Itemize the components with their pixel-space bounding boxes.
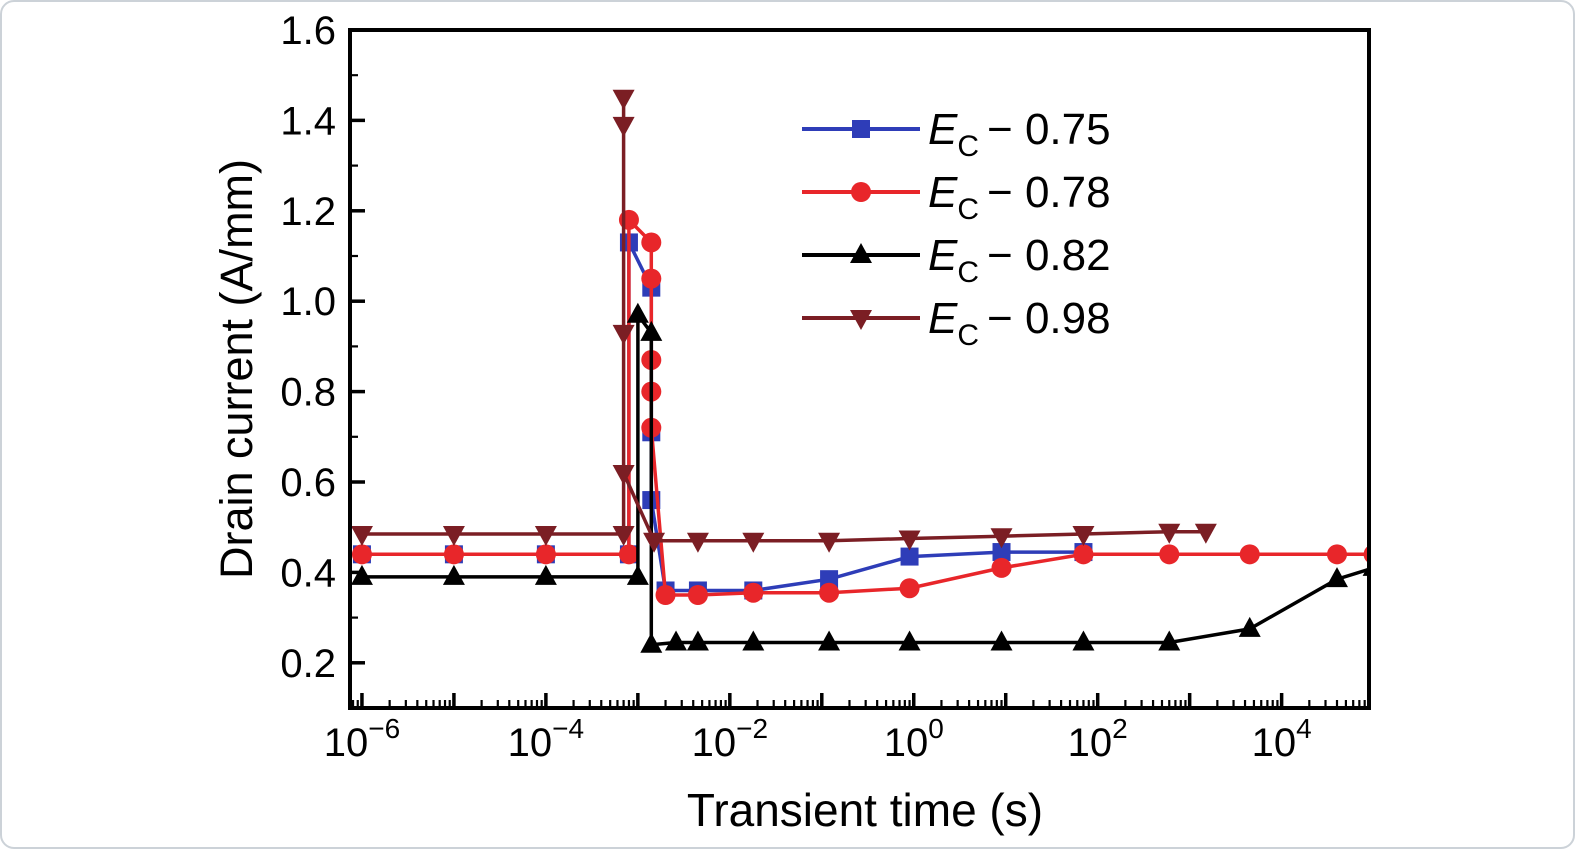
triangle-down-marker (643, 532, 666, 553)
series-Ec-0.98 (350, 89, 1217, 553)
circle-marker (655, 585, 676, 605)
x-tick-label: 10−6 (324, 713, 400, 765)
triangle-up-marker (850, 243, 872, 263)
triangle-down-marker (1158, 523, 1181, 544)
y-axis-label: Drain current (A/mm) (211, 158, 262, 580)
triangle-up-marker (742, 630, 765, 651)
triangle-down-marker (612, 324, 635, 345)
triangle-down-marker (990, 528, 1013, 549)
y-tick-label: 1.4 (280, 99, 336, 143)
triangle-up-marker (665, 630, 688, 651)
legend-entry-Ec-0.75: EC − 0.75 (802, 105, 1111, 163)
triangle-down-marker (898, 530, 921, 551)
x-tick-label: 10−2 (692, 713, 768, 765)
triangle-up-marker (534, 564, 557, 585)
legend-entry-Ec-0.78: EC − 0.78 (802, 168, 1111, 226)
x-tick-label: 102 (1068, 713, 1128, 765)
triangle-up-marker (1326, 567, 1349, 588)
triangle-up-marker (350, 564, 373, 585)
circle-marker (851, 182, 871, 202)
square-marker (852, 120, 870, 138)
triangle-down-marker (612, 116, 635, 137)
y-tick-label: 1.6 (280, 9, 336, 53)
triangle-down-marker (612, 525, 635, 546)
y-tick-label: 0.4 (280, 551, 336, 595)
triangle-down-marker (742, 532, 765, 553)
square-marker (900, 547, 919, 566)
circle-marker (443, 544, 464, 565)
legend-label: EC − 0.82 (928, 231, 1111, 289)
triangle-up-marker (990, 630, 1013, 651)
circle-marker (687, 585, 708, 605)
series-Ec-0.82 (350, 302, 1369, 653)
y-tick-label: 0.8 (280, 371, 336, 415)
circle-marker (1239, 544, 1260, 565)
circle-marker (743, 582, 764, 603)
triangle-down-marker (686, 532, 709, 553)
triangle-up-marker (898, 630, 921, 651)
circle-marker (899, 578, 920, 599)
triangle-up-marker (442, 564, 465, 585)
x-tick-labels: 10−6 10−4 10−2 100 102 104 (324, 713, 1312, 765)
y-tick-label: 0.6 (280, 461, 336, 505)
y-tick-label: 1.2 (280, 190, 336, 234)
triangle-down-marker (818, 532, 841, 553)
circle-marker (1073, 544, 1094, 565)
x-tick-label: 10−4 (508, 713, 584, 765)
circle-marker (819, 582, 840, 603)
y-tick-labels: 0.2 0.4 0.6 0.8 1.0 1.2 1.4 1.6 (280, 9, 336, 686)
y-tick-label: 0.2 (280, 642, 336, 686)
series-Ec-0.78 (351, 209, 1369, 605)
x-tick-label: 104 (1252, 713, 1312, 765)
triangle-down-marker (534, 525, 557, 546)
circle-marker (1159, 544, 1180, 565)
triangle-down-marker (350, 525, 373, 546)
circle-marker (641, 232, 662, 253)
triangle-up-marker (640, 632, 663, 653)
triangle-down-marker (612, 89, 635, 110)
circle-marker (351, 544, 372, 565)
legend-entry-Ec-0.82: EC − 0.82 (802, 231, 1111, 289)
triangle-up-marker (626, 564, 649, 585)
triangle-down-marker (1072, 525, 1095, 546)
triangle-down-marker (1194, 523, 1217, 544)
legend-label: EC − 0.78 (928, 168, 1111, 226)
circle-marker (535, 544, 556, 565)
triangle-up-marker (1238, 616, 1261, 637)
circle-marker (641, 268, 662, 289)
x-axis-label: Transient time (s) (686, 784, 1044, 836)
triangle-up-marker (640, 320, 663, 341)
circle-marker (618, 544, 639, 565)
x-tick-label: 100 (884, 713, 944, 765)
circle-marker (1363, 545, 1369, 564)
triangle-up-marker (1072, 630, 1095, 651)
y-tick-label: 1.0 (280, 280, 336, 324)
legend-label: EC − 0.98 (928, 294, 1111, 352)
series-Ec-0.75 (352, 233, 1093, 600)
triangle-down-marker (850, 310, 872, 330)
legend-label: EC − 0.75 (928, 105, 1111, 163)
triangle-up-marker (686, 630, 709, 651)
triangle-up-marker (1158, 630, 1181, 651)
circle-marker (1327, 544, 1348, 565)
plot-frame (348, 28, 1371, 710)
square-marker (992, 543, 1011, 562)
triangle-up-marker (626, 302, 649, 323)
triangle-up-marker (818, 630, 841, 651)
square-marker (820, 570, 839, 589)
triangle-down-marker (442, 525, 465, 546)
triangle-down-marker (612, 464, 635, 485)
legend-entry-Ec-0.98: EC − 0.98 (802, 294, 1111, 352)
circle-marker (991, 557, 1012, 578)
